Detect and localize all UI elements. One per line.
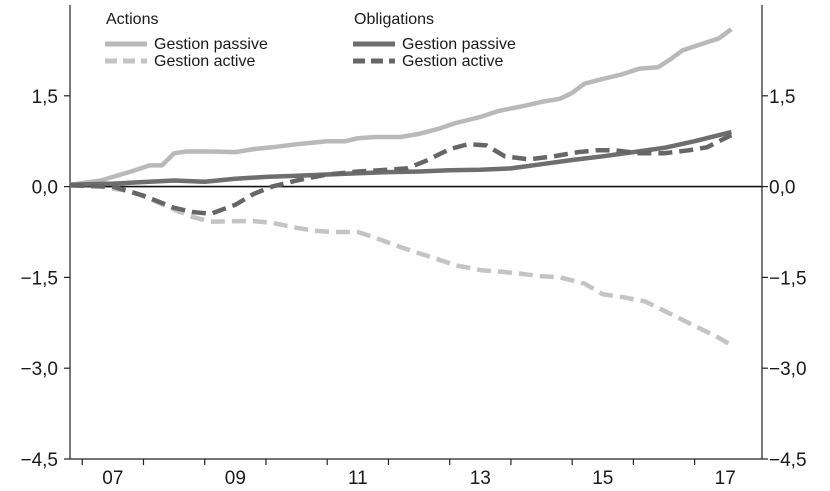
x-tick-label: 13 <box>470 468 491 489</box>
y-tick-label-left: −1,5 <box>20 268 58 289</box>
x-tick-label: 15 <box>592 468 613 489</box>
series-line-actions-gestion-passive <box>69 27 733 188</box>
y-tick-label-left: −4,5 <box>20 450 58 471</box>
x-tick-label: 17 <box>715 468 736 489</box>
series-line-obligations-gestion-active <box>69 133 733 217</box>
series-lines <box>69 27 733 348</box>
y-tick-label-left: 1,5 <box>32 87 58 108</box>
y-tick-label-left: −3,0 <box>20 359 58 380</box>
legend-label-obligations-active: Gestion active <box>402 53 503 70</box>
legend-label-obligations-passive: Gestion passive <box>402 36 516 53</box>
legend-label-actions-passive: Gestion passive <box>154 36 268 53</box>
legend-label-actions-active: Gestion active <box>154 53 255 70</box>
y-tick-label-right: −4,5 <box>769 450 807 471</box>
series-line-actions-gestion-active <box>69 183 733 348</box>
axes <box>64 5 768 465</box>
y-tick-label-left: 0,0 <box>32 178 58 199</box>
x-tick-label: 11 <box>348 468 368 489</box>
legend-group-title-obligations: Obligations <box>354 11 434 28</box>
y-tick-label-right: 1,5 <box>769 87 795 108</box>
y-tick-label-right: −1,5 <box>769 268 807 289</box>
y-tick-label-right: 0,0 <box>769 178 795 199</box>
x-tick-label: 07 <box>102 468 123 489</box>
y-tick-label-right: −3,0 <box>769 359 807 380</box>
x-tick-label: 09 <box>225 468 246 489</box>
legend: Actions Obligations Gestion passive Gest… <box>105 11 516 70</box>
legend-group-title-actions: Actions <box>106 11 158 28</box>
tick-labels: 1,5 1,5 0,0 0,0 −1,5 −1,5 −3,0 −3,0 −4,5 −4,5 07 09… <box>20 87 806 489</box>
